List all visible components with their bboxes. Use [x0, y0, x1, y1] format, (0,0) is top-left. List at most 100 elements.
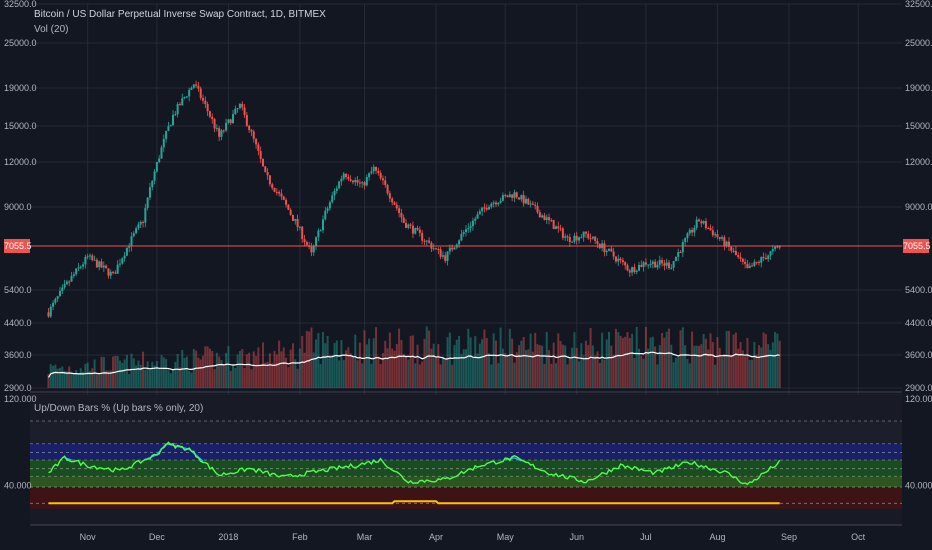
- volume-bar: [534, 332, 537, 388]
- time-axis-label: Jul: [640, 532, 652, 542]
- volume-bar: [93, 359, 96, 388]
- candle-body: [368, 173, 371, 178]
- candle-body: [693, 227, 696, 233]
- volume-bar: [229, 370, 232, 388]
- candle-body: [462, 232, 465, 234]
- candle-body: [273, 187, 276, 192]
- volume-bar: [84, 363, 87, 388]
- current-price-tag-right: 7055.5: [903, 239, 931, 253]
- candle-body: [238, 103, 241, 109]
- volume-bar: [714, 364, 717, 388]
- candle-body: [142, 221, 145, 223]
- candle-body: [748, 265, 751, 269]
- price-axis-label-right: 19000.0: [905, 83, 932, 93]
- candle-body: [345, 173, 348, 178]
- candle-body: [550, 220, 553, 222]
- volume-bar: [135, 365, 138, 388]
- volume-bar: [481, 339, 484, 388]
- indicator-line-overbought: [179, 446, 183, 449]
- volume-bar: [527, 349, 530, 388]
- candle-body: [354, 180, 357, 183]
- volume-bar: [82, 371, 85, 388]
- candle-body: [188, 89, 191, 97]
- candle-body: [151, 180, 154, 188]
- volume-bar: [580, 343, 583, 388]
- volume-bar: [54, 364, 57, 388]
- candle-body: [402, 217, 405, 223]
- candle-body: [63, 284, 66, 288]
- candle-body: [291, 214, 294, 221]
- volume-bar: [291, 343, 294, 388]
- indicator-line-overbought: [516, 458, 520, 461]
- candle-body: [310, 246, 313, 253]
- volume-bar: [345, 350, 348, 388]
- volume-bar: [305, 330, 308, 388]
- volume-bar: [271, 363, 274, 388]
- volume-bar: [568, 357, 571, 388]
- volume-bar: [524, 350, 527, 388]
- candle-body: [732, 250, 735, 252]
- candle-body: [573, 235, 576, 242]
- candle-body: [467, 227, 470, 230]
- candle-body: [255, 138, 258, 145]
- indicator-line-overbought: [184, 447, 188, 450]
- candle-body: [697, 219, 700, 222]
- volume-bar: [725, 330, 728, 388]
- volume-bar: [430, 348, 433, 388]
- candle-body: [358, 182, 361, 184]
- price-axis-label-left: 15000.0: [4, 121, 37, 131]
- volume-bar: [236, 354, 239, 388]
- volume-bar: [250, 369, 253, 388]
- candle-body: [753, 261, 756, 267]
- volume-bar: [195, 350, 198, 388]
- volume-bar: [554, 363, 557, 388]
- price-axis-label-right: 25000.0: [905, 38, 932, 48]
- volume-bar: [656, 364, 659, 388]
- volume-bar: [718, 347, 721, 388]
- volume-bar: [582, 355, 585, 388]
- candle-body: [386, 185, 389, 194]
- candle-body: [441, 255, 444, 257]
- candle-body: [128, 246, 131, 248]
- candle-body: [112, 271, 115, 273]
- volume-bar: [197, 357, 200, 388]
- candle-body: [407, 224, 410, 228]
- volume-bar: [153, 365, 156, 388]
- volume-bar: [65, 371, 68, 388]
- volume-bar: [95, 374, 98, 388]
- candle-body: [167, 126, 170, 131]
- volume-bar: [338, 360, 341, 388]
- volume-bar: [144, 369, 147, 388]
- candle-body: [305, 242, 308, 246]
- volume-bar: [142, 351, 145, 388]
- candle-body: [172, 114, 175, 126]
- volume-bar: [654, 346, 657, 388]
- volume-bar: [199, 359, 202, 388]
- candle-body: [718, 237, 721, 239]
- volume-bar: [467, 328, 470, 388]
- indicator-label: Up/Down Bars % (Up bars % only, 20): [34, 403, 204, 414]
- volume-bar: [619, 335, 622, 388]
- volume-bar: [628, 337, 631, 388]
- candle-body: [347, 177, 350, 180]
- candle-body: [647, 264, 650, 266]
- candle-body: [654, 261, 657, 268]
- indicator-line-overbought: [200, 458, 204, 462]
- volume-bar: [151, 361, 154, 388]
- volume-bar: [218, 356, 221, 388]
- volume-bar: [571, 347, 574, 388]
- volume-bar: [744, 356, 747, 388]
- volume-label: Vol (20): [34, 24, 69, 35]
- volume-bar: [677, 356, 680, 388]
- candle-body: [388, 193, 391, 199]
- candle-body: [437, 248, 440, 250]
- candle-body: [681, 242, 684, 253]
- volume-bar: [414, 363, 417, 388]
- volume-bar: [70, 371, 73, 388]
- volume-bar: [631, 333, 634, 388]
- volume-bar: [476, 353, 479, 388]
- candle-body: [160, 147, 163, 159]
- candle-body: [672, 261, 675, 268]
- candle-body: [633, 267, 636, 273]
